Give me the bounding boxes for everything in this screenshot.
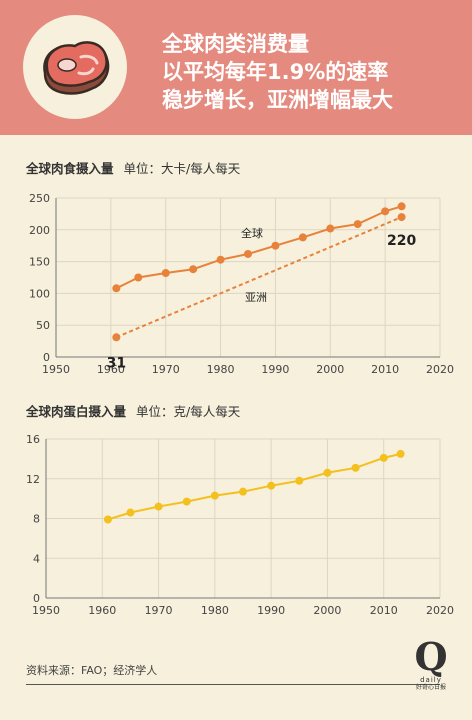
chart1-unit: 单位：大卡/每人每天 bbox=[123, 161, 241, 176]
chart1-heading: 全球肉食摄入量 单位：大卡/每人每天 bbox=[26, 158, 240, 177]
data-point bbox=[182, 497, 191, 506]
data-point bbox=[239, 487, 247, 496]
x-tick-label: 2010 bbox=[370, 604, 398, 617]
x-tick-label: 1990 bbox=[257, 604, 285, 617]
x-tick-label: 2020 bbox=[426, 363, 454, 376]
y-tick-label: 50 bbox=[36, 319, 50, 332]
x-tick-label: 1960 bbox=[97, 363, 125, 376]
data-point bbox=[134, 273, 143, 282]
series-label: 亚洲 bbox=[245, 291, 267, 304]
data-point bbox=[397, 202, 406, 211]
data-point bbox=[126, 508, 135, 517]
data-point bbox=[210, 491, 219, 500]
y-tick-label: 4 bbox=[33, 552, 40, 565]
chart2-heading: 全球肉蛋白摄入量 单位：克/每人每天 bbox=[26, 401, 240, 420]
x-tick-label: 2020 bbox=[426, 604, 454, 617]
x-tick-label: 1950 bbox=[42, 363, 70, 376]
y-tick-label: 250 bbox=[29, 192, 50, 205]
meat-protein-chart: 0 4 8 12 16 1950 1960 1970 1980 1990 2000 2010 2020 bbox=[26, 433, 454, 617]
data-point bbox=[381, 207, 390, 216]
x-tick-label: 2000 bbox=[313, 604, 341, 617]
data-point bbox=[295, 476, 304, 485]
data-point bbox=[396, 449, 405, 458]
series-label: 全球 bbox=[241, 226, 263, 240]
series-line-1 bbox=[115, 205, 402, 290]
data-point bbox=[103, 515, 112, 524]
y-tick-label: 12 bbox=[26, 473, 40, 486]
data-point bbox=[267, 481, 276, 490]
footer-divider bbox=[26, 684, 440, 685]
headline-line-3: 稳步增长，亚洲增幅最大 bbox=[162, 88, 393, 112]
x-tick-label: 2000 bbox=[316, 363, 344, 376]
y-tick-label: 100 bbox=[29, 287, 50, 300]
headline-line-1: 全球肉类消费量 bbox=[162, 32, 309, 56]
x-tick-label: 1990 bbox=[261, 363, 289, 376]
x-tick-label: 1960 bbox=[88, 604, 116, 617]
data-point bbox=[323, 468, 332, 477]
y-tick-label: 200 bbox=[29, 224, 50, 237]
y-tick-label: 150 bbox=[29, 256, 50, 269]
data-point bbox=[397, 213, 406, 222]
source-note: 资料来源：FAO；经济学人 bbox=[26, 664, 158, 677]
headline-line-2: 以平均每年1.9%的速率 bbox=[162, 60, 389, 84]
data-point bbox=[161, 269, 170, 278]
data-point bbox=[189, 265, 198, 274]
series-line-2 bbox=[115, 216, 402, 339]
data-point bbox=[271, 241, 280, 250]
chart1-title: 全球肉食摄入量 bbox=[26, 161, 114, 176]
y-tick-label: 0 bbox=[33, 592, 40, 605]
brand-name: daily bbox=[420, 676, 442, 684]
meat-calorie-chart: 0 50 100 150 200 250 1950 1960 1970 1980 1990 2000 2… bbox=[29, 192, 454, 376]
series-line-1 bbox=[107, 452, 401, 521]
steak-logo bbox=[23, 15, 127, 119]
x-tick-label: 1970 bbox=[152, 363, 180, 376]
x-tick-label: 1980 bbox=[201, 604, 229, 617]
data-point bbox=[353, 220, 362, 229]
y-tick-label: 0 bbox=[43, 351, 50, 364]
chart2-title: 全球肉蛋白摄入量 bbox=[26, 404, 127, 419]
data-point bbox=[298, 233, 307, 242]
x-tick-label: 1970 bbox=[145, 604, 173, 617]
data-point bbox=[326, 224, 335, 233]
header-banner: 全球肉类消费量 以平均每年1.9%的速率 稳步增长，亚洲增幅最大 bbox=[0, 0, 472, 135]
x-tick-label: 1950 bbox=[32, 604, 60, 617]
data-point bbox=[154, 502, 163, 511]
data-point bbox=[244, 249, 252, 258]
data-label: 31 bbox=[107, 355, 126, 371]
x-tick-label: 2010 bbox=[371, 363, 399, 376]
y-tick-label: 8 bbox=[33, 513, 40, 526]
steak-icon bbox=[43, 41, 110, 95]
data-point bbox=[216, 255, 225, 264]
data-point bbox=[112, 284, 121, 293]
data-point bbox=[351, 463, 360, 472]
chart2-unit: 单位：克/每人每天 bbox=[136, 404, 241, 419]
y-tick-label: 16 bbox=[26, 433, 40, 446]
headline: 全球肉类消费量 以平均每年1.9%的速率 稳步增长，亚洲增幅最大 bbox=[162, 30, 462, 114]
data-point bbox=[379, 453, 388, 462]
data-label: 220 bbox=[387, 233, 416, 249]
data-point bbox=[112, 333, 121, 342]
brand-letter: Q bbox=[414, 634, 448, 679]
brand-tag: 好奇心日报 bbox=[415, 684, 446, 691]
x-tick-label: 1980 bbox=[207, 363, 235, 376]
brand-logo: Q daily 好奇心日报 bbox=[406, 638, 456, 692]
